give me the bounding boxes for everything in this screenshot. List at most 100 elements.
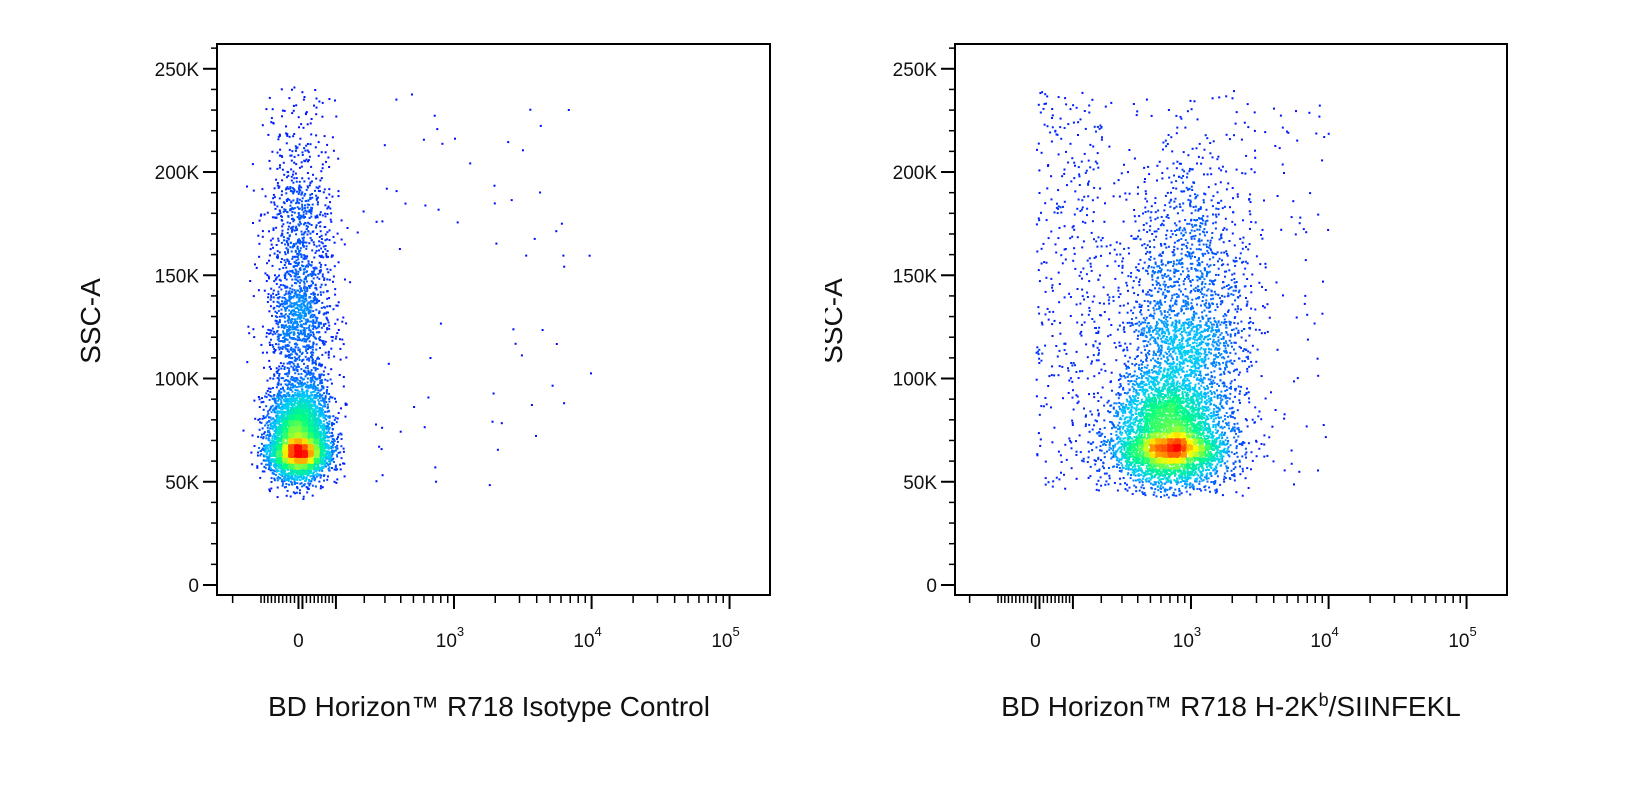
event-dot [271, 108, 274, 111]
event-dot [337, 451, 340, 454]
event-dot [294, 394, 297, 397]
event-dot [306, 365, 309, 367]
event-dot [285, 286, 288, 289]
event-dot [279, 333, 282, 336]
event-dot [311, 272, 314, 275]
event-dot [292, 208, 295, 210]
event-dot [306, 487, 309, 490]
event-dot [280, 391, 283, 394]
event-dot [299, 247, 302, 250]
event-dot [270, 395, 273, 398]
event-dot [311, 394, 313, 397]
event-dot [314, 389, 317, 391]
event-dot [281, 484, 284, 487]
event-dot [301, 197, 304, 200]
event-dot [282, 427, 285, 430]
event-dot [296, 190, 298, 193]
event-dot [318, 254, 321, 257]
event-dot [337, 329, 340, 331]
event-dot [293, 211, 296, 214]
event-dot [294, 389, 297, 391]
event-dot [326, 290, 329, 293]
event-dot [300, 303, 303, 306]
event-dot [270, 464, 273, 466]
event-dot [318, 185, 321, 188]
event-dot [330, 212, 333, 215]
event-dot [349, 281, 352, 284]
event-dot [307, 408, 310, 411]
event-dot [285, 142, 288, 145]
event-dot [320, 440, 323, 443]
event-dot [291, 464, 293, 467]
event-dot [309, 427, 312, 430]
event-dot [322, 456, 325, 459]
event-dot [266, 390, 269, 392]
event-dot [303, 410, 306, 413]
event-dot [298, 261, 300, 264]
event-dot [323, 414, 326, 417]
event-dot [316, 427, 319, 430]
event-dot [279, 408, 282, 411]
event-dot [307, 371, 310, 374]
event-dot [277, 412, 279, 415]
event-dot [288, 262, 290, 265]
event-dot [292, 310, 295, 313]
event-dot [305, 280, 308, 283]
event-dot [300, 165, 303, 168]
event-dot [292, 414, 295, 417]
event-dot [269, 329, 272, 332]
event-dot [322, 461, 325, 464]
event-dot [258, 406, 261, 408]
event-dot [293, 478, 296, 481]
event-dot [271, 264, 274, 267]
event-dot [274, 461, 277, 464]
event-dot [327, 406, 329, 409]
event-dot [300, 353, 303, 355]
event-dot [303, 96, 306, 98]
event-dot [287, 424, 290, 427]
event-dot [275, 455, 278, 458]
event-dot [309, 407, 312, 410]
event-dot [300, 279, 303, 282]
event-dot [280, 261, 283, 264]
event-dot [273, 436, 276, 439]
event-dot [310, 480, 313, 483]
event-dot [322, 323, 325, 326]
event-dot [267, 293, 270, 296]
event-dot [316, 410, 319, 413]
event-dot [333, 438, 336, 441]
event-dot [270, 201, 273, 204]
event-dot [304, 346, 307, 349]
event-dot [308, 421, 311, 423]
event-dot [280, 471, 283, 473]
event-dot [276, 465, 279, 468]
event-dot [312, 414, 315, 417]
event-dot [296, 306, 299, 309]
event-dot [278, 197, 281, 200]
event-dot [332, 235, 335, 238]
event-dot [525, 254, 528, 257]
event-dot [272, 227, 275, 230]
event-dot [306, 143, 309, 145]
event-dot [266, 379, 269, 382]
event-dot [332, 280, 334, 283]
event-dot [299, 137, 302, 140]
event-dot [287, 228, 290, 231]
event-dot [325, 462, 328, 465]
event-dot [323, 440, 326, 443]
event-dot [318, 453, 321, 456]
event-dot [312, 343, 315, 346]
event-dot [319, 213, 321, 216]
event-dot [378, 445, 381, 448]
event-dot [303, 469, 306, 472]
event-dot [299, 421, 302, 424]
event-dot [315, 470, 318, 473]
event-dot [297, 349, 300, 352]
event-dot [305, 373, 308, 376]
event-dot [290, 168, 293, 171]
event-dot [311, 348, 314, 351]
event-dot [327, 430, 330, 433]
event-dot [301, 296, 304, 299]
event-dot [323, 434, 326, 436]
event-dot [262, 454, 265, 457]
